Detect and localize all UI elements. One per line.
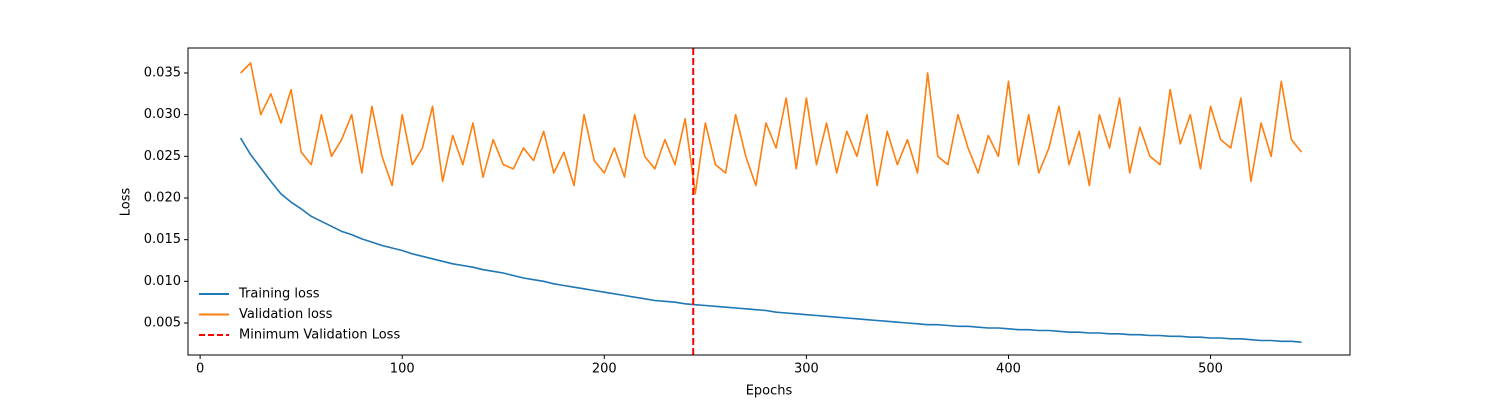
y-tick-label: 0.010 (144, 274, 181, 289)
y-tick-label: 0.035 (144, 66, 181, 81)
x-tick-label: 200 (592, 362, 617, 377)
x-tick-label: 500 (1198, 362, 1223, 377)
y-tick-label: 0.020 (144, 191, 181, 206)
x-tick-label: 300 (794, 362, 819, 377)
plot-frame (187, 47, 1351, 356)
x-tick-label: 400 (996, 362, 1021, 377)
y-tick-label: 0.015 (144, 232, 181, 247)
y-tick-label: 0.030 (144, 107, 181, 122)
legend-label: Minimum Validation Loss (239, 328, 400, 343)
data-line (239, 62, 1303, 195)
x-tick-label: 0 (196, 362, 204, 377)
x-axis-label: Epochs (746, 384, 793, 399)
legend-label: Training loss (238, 287, 320, 302)
legend-label: Validation loss (239, 307, 333, 322)
x-tick-label: 100 (390, 362, 415, 377)
data-line (239, 137, 1302, 343)
y-tick-label: 0.005 (144, 316, 181, 331)
y-tick-label: 0.025 (144, 149, 181, 164)
y-axis-label: Loss (119, 188, 134, 217)
